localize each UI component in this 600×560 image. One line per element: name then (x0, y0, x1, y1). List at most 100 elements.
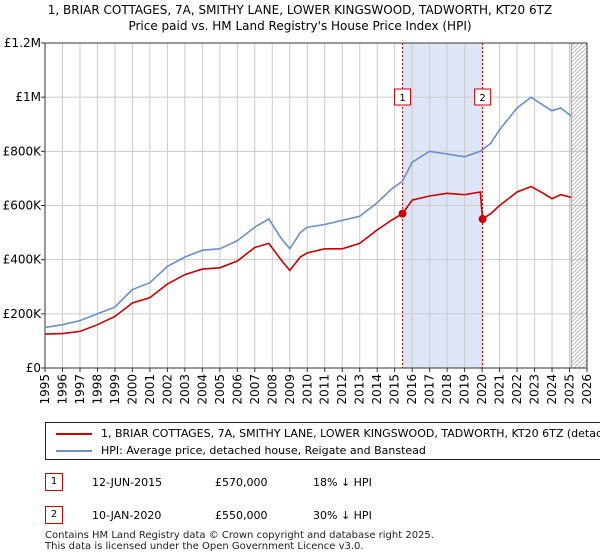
series-line-hpi (44, 96, 572, 329)
y-tick-label: £1M (15, 90, 41, 104)
transaction-hpi-diff: 30% ↓ HPI (313, 509, 372, 522)
hatch-line (571, 179, 588, 195)
hatch-line (571, 279, 588, 295)
hatch-line (573, 355, 588, 368)
x-tick-label: 2016 (405, 374, 419, 405)
hatch-line (571, 191, 588, 207)
transaction-label: 1 (399, 93, 405, 104)
hatch-line (571, 143, 588, 159)
x-tick-label: 2008 (265, 374, 279, 405)
hatch-line (571, 207, 588, 223)
hatch-line (571, 251, 588, 267)
hatch-line (571, 55, 588, 71)
x-tick-label: 2003 (178, 374, 192, 405)
legend-swatch-hpi (56, 450, 92, 452)
hatch-line (571, 151, 588, 167)
hatch-line (571, 63, 588, 79)
hatch-line (571, 223, 588, 239)
x-tick-label: 2007 (248, 374, 262, 405)
y-tick-label: £600K (3, 199, 43, 213)
hatch-line (571, 159, 588, 175)
hatch-line (571, 335, 588, 351)
hatch-line (571, 219, 588, 235)
legend-label-hpi: HPI: Average price, detached house, Reig… (101, 444, 426, 457)
chart-title: 1, BRIAR COTTAGES, 7A, SMITHY LANE, LOWE… (0, 2, 600, 34)
hatch-line (571, 71, 588, 87)
transaction-number-badge: 2 (45, 506, 63, 524)
transaction-price: £570,000 (215, 476, 268, 489)
transaction-price: £550,000 (215, 509, 268, 522)
x-tick-label: 2006 (230, 374, 244, 405)
hatch-line (571, 295, 588, 311)
y-tick-label: £400K (3, 253, 43, 267)
hatch-line (571, 215, 588, 231)
hatch-line (571, 119, 588, 135)
hatch-line (571, 255, 588, 271)
hatch-line (571, 247, 588, 263)
hatch-line (571, 299, 588, 315)
chart-title-line2: Price paid vs. HM Land Registry's House … (128, 19, 472, 33)
hatch-line (571, 91, 588, 107)
hatch-line (571, 171, 588, 187)
y-tick-label: £200K (3, 307, 43, 321)
hatch-line (571, 67, 588, 83)
hatch-line (571, 123, 588, 139)
hatch-line (571, 307, 588, 323)
legend-swatch-property (56, 433, 92, 435)
hatch-line (571, 303, 588, 319)
hatch-line (571, 167, 588, 183)
hatch-line (571, 343, 588, 359)
hatch-line (571, 115, 588, 131)
x-tick-label: 2022 (510, 374, 524, 405)
transaction-label-box (394, 88, 412, 106)
hatch-line (571, 195, 588, 211)
chart-title-line1: 1, BRIAR COTTAGES, 7A, SMITHY LANE, LOWE… (47, 3, 553, 17)
hatch-line (571, 319, 588, 335)
hatch-line (571, 211, 588, 227)
hatch-line (571, 43, 585, 55)
hatch-line (571, 79, 588, 95)
legend-label-property: 1, BRIAR COTTAGES, 7A, SMITHY LANE, LOWE… (101, 427, 600, 440)
x-tick-label: 2026 (580, 374, 594, 405)
hatch-line (571, 351, 588, 367)
transaction-point (478, 215, 487, 224)
y-tick-label: £1.2M (4, 36, 41, 50)
transaction-date: 10-JAN-2020 (92, 509, 162, 522)
hatch-line (571, 99, 588, 115)
hatch-line (571, 275, 588, 291)
hatch-line (571, 327, 588, 343)
hatch-line (571, 87, 588, 103)
footer-licence: This data is licensed under the Open Gov… (45, 541, 364, 552)
x-tick-label: 2024 (545, 374, 559, 405)
hatch-line (571, 135, 588, 151)
x-tick-label: 2018 (440, 374, 454, 405)
hatch-line (571, 331, 588, 347)
hatch-line (571, 267, 588, 283)
footer: Contains HM Land Registry data © Crown c… (45, 530, 434, 552)
hatch-line (571, 43, 588, 59)
hatch-line (571, 131, 588, 147)
hatch-line (571, 75, 588, 91)
x-tick-label: 2015 (388, 374, 402, 405)
hatch-line (571, 339, 588, 355)
hatch-line (571, 283, 588, 299)
transaction-point (398, 209, 407, 218)
legend-item-hpi: HPI: Average price, detached house, Reig… (46, 443, 600, 459)
x-tick-label: 2023 (528, 374, 542, 405)
hatch-line (571, 183, 588, 199)
hatch-line (566, 19, 592, 43)
future-hatched-region (566, 19, 592, 368)
hatch-line (571, 59, 588, 75)
x-tick-label: 2025 (563, 374, 577, 405)
x-tick-label: 2020 (475, 374, 489, 405)
hatch-line (571, 95, 588, 111)
hatch-line (571, 139, 588, 155)
hatch-line (571, 243, 588, 259)
hatch-line (571, 287, 588, 303)
transaction-label: 2 (479, 93, 485, 104)
hatch-line (571, 103, 588, 119)
footer-copyright: Contains HM Land Registry data © Crown c… (45, 530, 434, 541)
hatch-line (571, 231, 588, 247)
x-tick-label: 2009 (283, 374, 297, 405)
